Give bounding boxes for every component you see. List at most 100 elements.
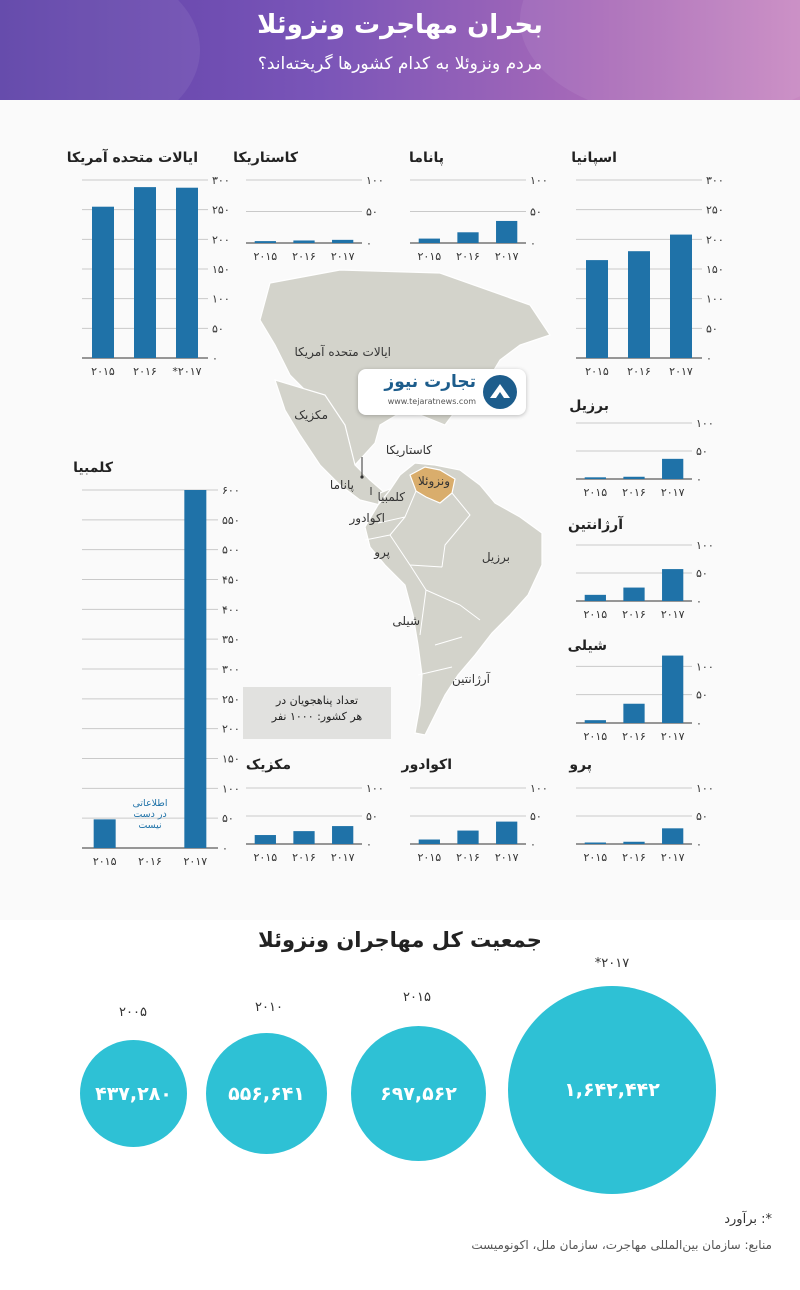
bar (457, 232, 479, 243)
chart-title-brazil: برزیل (569, 398, 609, 414)
no-data-label: نیست (138, 820, 161, 831)
chart-costa-rica: ۰ ۵۰ ۱۰۰ ۲۰۱۵ ۲۰۱۶ ۲۰۱۷ (246, 174, 384, 263)
map-label-usa: ایالات متحده آمریکا (294, 345, 392, 359)
category-label: ۲۰۱۶ (627, 365, 651, 378)
tick-label: ۵۰۰ (222, 544, 240, 557)
map-label-panama: پاناما (329, 478, 354, 492)
category-label: ۲۰۱۵ (584, 608, 608, 621)
chart-title-colombia: کلمبیا (73, 460, 113, 476)
bar (584, 594, 606, 601)
map-south-america (259, 269, 551, 736)
map-label-venezuela: ونزوئلا (417, 474, 450, 488)
tick-label: ۰ (696, 473, 702, 486)
tick-label: ۳۰۰ (222, 663, 240, 676)
logo-name: تجارت نیوز (384, 372, 476, 392)
estimate-note: *: برآورد (724, 1212, 772, 1227)
tick-label: ۲۵۰ (222, 693, 240, 706)
map-label-ecuador: اکوادور (349, 511, 385, 525)
tick-label: ۵۰ (706, 322, 718, 335)
category-label: ۲۰۱۷ (669, 365, 693, 378)
bar (332, 239, 354, 243)
bar (134, 187, 156, 358)
total-value: ۴۳۷,۲۸۰ (95, 1082, 172, 1105)
bar (457, 830, 479, 844)
tick-label: ۴۵۰ (222, 574, 240, 587)
tick-label: ۰ (696, 717, 702, 730)
tick-label: ۰ (706, 352, 712, 365)
map-south-america-land (364, 462, 543, 736)
chart-argentina: ۰ ۵۰ ۱۰۰ ۲۰۱۵ ۲۰۱۶ ۲۰۱۷ (576, 539, 714, 621)
bar (586, 260, 608, 358)
chart-title-mexico: مکزیک (245, 757, 291, 773)
chart-title-costa-rica: کاستاریکا (233, 150, 298, 166)
tick-label: ۳۰۰ (212, 174, 230, 187)
category-label: ۲۰۱۵ (93, 855, 117, 868)
category-label: ۲۰۱۶ (622, 730, 646, 743)
category-label: ۲۰۱۷ (661, 730, 685, 743)
category-label: ۲۰۱۶ (622, 608, 646, 621)
category-label: ۲۰۱۵ (584, 851, 608, 864)
category-label: ۲۰۱۵ (584, 730, 608, 743)
category-label: ۲۰۱۶ (456, 250, 480, 263)
map-label-argentina: آرژانتین (452, 672, 490, 686)
tick-label: ۰ (530, 838, 536, 851)
category-label: ۲۰۱۶ (456, 851, 480, 864)
tick-label: ۰ (212, 352, 218, 365)
total-value: ۵۵۶,۶۴۱ (228, 1082, 305, 1105)
category-label: ۲۰۱۵ (254, 851, 278, 864)
chart-mexico: ۰ ۵۰ ۱۰۰ ۲۰۱۵ ۲۰۱۶ ۲۰۱۷ (246, 782, 384, 864)
category-label: ۲۰۱۶ (622, 486, 646, 499)
tick-label: ۲۵۰ (706, 204, 724, 217)
map-legend-line: هر کشور: ۱۰۰۰ نفر (271, 710, 363, 723)
bar (293, 831, 315, 844)
category-label: ۲۰۱۷ (495, 250, 519, 263)
category-label: ۲۰۱۶ (133, 365, 157, 378)
map-borders (364, 490, 481, 676)
map-label-colombia: کلمبیا (377, 490, 405, 504)
tick-label: ۶۰۰ (222, 484, 240, 497)
bar (584, 477, 606, 479)
total-year: ۲۰۱۰ (255, 1000, 283, 1015)
tick-label: ۱۰۰ (222, 782, 240, 795)
category-label: ۲۰۱۶ (292, 250, 316, 263)
tick-label: ۵۰ (530, 206, 542, 219)
category-label: ۲۰۱۵ (254, 250, 278, 263)
category-label: ۲۰۱۵ (585, 365, 609, 378)
category-label: ۲۰۱۷ (331, 250, 355, 263)
totals-title: جمعیت کل مهاجران ونزوئلا (258, 928, 542, 952)
category-label: ۲۰۱۶ (292, 851, 316, 864)
map-label-chile: شیلی (392, 614, 420, 628)
tick-label: ۲۵۰ (212, 204, 230, 217)
total-bubble: ۵۵۶,۶۴۱ (206, 1033, 327, 1154)
bar (92, 206, 114, 358)
chart-chile: ۰ ۵۰ ۱۰۰ ۲۰۱۵ ۲۰۱۶ ۲۰۱۷ (576, 655, 714, 743)
chart-title-panama: پاناما (409, 150, 444, 166)
bar (662, 655, 684, 723)
map-legend-line: تعداد پناهجویان در (275, 694, 359, 707)
chart-title-ecuador: اکوادور (401, 757, 452, 773)
no-data-label: در دست (133, 809, 166, 820)
bar (584, 720, 606, 723)
bar (254, 835, 276, 844)
header-decoration (0, 0, 200, 100)
tick-label: ۱۰۰ (696, 660, 714, 673)
chart-title-chile: شیلی (567, 638, 607, 654)
tick-label: ۲۰۰ (222, 723, 240, 736)
tick-label: ۵۰ (530, 810, 542, 823)
map-marker (360, 475, 364, 479)
tejarat-logo: تجارت نیوز www.tejaratnews.com (358, 369, 526, 415)
tick-label: ۱۵۰ (706, 263, 724, 276)
map-label-brazil: برزیل (481, 550, 510, 564)
bar (254, 241, 276, 243)
category-label: ۲۰۱۵ (584, 486, 608, 499)
tick-label: ۱۰۰ (696, 417, 714, 430)
bar (176, 187, 198, 358)
tick-label: ۱۰۰ (696, 539, 714, 552)
tick-label: ۰ (366, 237, 372, 250)
header-decoration (520, 0, 800, 100)
total-value: ۶۹۷,۵۶۲ (380, 1082, 457, 1105)
tick-label: ۱۰۰ (530, 174, 548, 187)
chart-usa: ۰ ۵۰ ۱۰۰ ۱۵۰ ۲۰۰ ۲۵۰ ۳۰۰ ۲۰۱۵ ۲۰۱۶ *۲۰۱۷ (82, 174, 230, 378)
chart-peru: ۰ ۵۰ ۱۰۰ ۲۰۱۵ ۲۰۱۶ ۲۰۱۷ (576, 782, 714, 864)
tick-label: ۰ (366, 838, 372, 851)
